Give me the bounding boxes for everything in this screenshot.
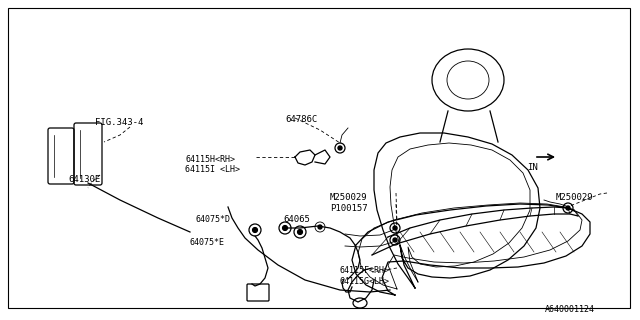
Text: 64115G<LH>: 64115G<LH> [340,277,390,286]
Circle shape [253,228,257,232]
Text: 64130E: 64130E [68,175,100,184]
Circle shape [338,146,342,150]
Circle shape [298,230,302,234]
Text: 64115F<RH>: 64115F<RH> [340,266,390,275]
Text: 64115I <LH>: 64115I <LH> [185,165,240,174]
Text: 64115H<RH>: 64115H<RH> [185,155,235,164]
Text: 64065: 64065 [283,215,310,224]
Text: IN: IN [527,163,538,172]
Text: M250029: M250029 [330,193,367,202]
Text: M250029: M250029 [556,193,594,202]
Text: FIG.343-4: FIG.343-4 [95,118,143,127]
Text: 64075*E: 64075*E [190,238,225,247]
Circle shape [566,206,570,210]
Circle shape [283,226,287,230]
Text: A640001124: A640001124 [545,305,595,314]
Text: P100157: P100157 [330,204,367,213]
Circle shape [393,226,397,230]
Text: 64075*D: 64075*D [195,215,230,224]
Circle shape [393,238,397,242]
Text: 64786C: 64786C [285,115,317,124]
Circle shape [318,225,322,229]
